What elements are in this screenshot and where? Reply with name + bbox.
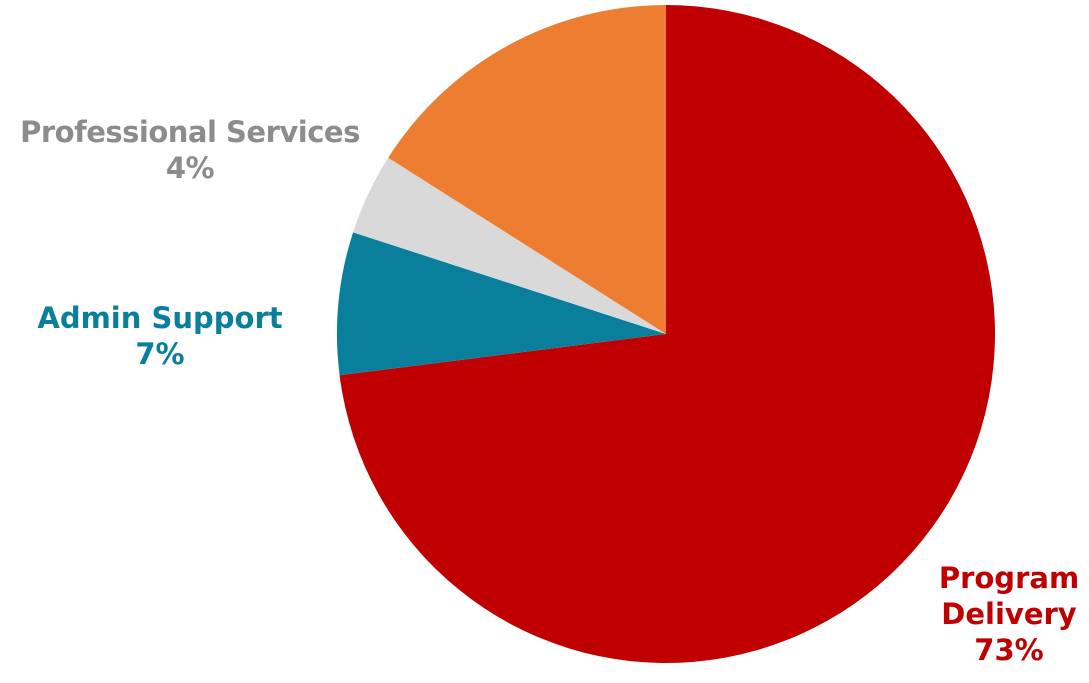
- pie-slice-professional-services: [353, 157, 666, 334]
- admin-support-label: Admin Support 7%: [20, 300, 300, 372]
- pie-slice-program-delivery: [339, 5, 995, 663]
- program-delivery-name-line2: Delivery: [941, 597, 1077, 631]
- program-delivery-percent: 73%: [974, 633, 1044, 667]
- professional-services-label: Professional Services 4%: [0, 114, 380, 186]
- professional-services-name: Professional Services: [20, 115, 360, 149]
- admin-support-percent: 7%: [135, 337, 185, 371]
- pie-slice-admin-support: [336, 232, 666, 376]
- professional-services-percent: 4%: [165, 151, 215, 185]
- pie-slice-unlabeled: [388, 5, 666, 334]
- program-delivery-label: Program Delivery 73%: [925, 560, 1089, 668]
- admin-support-name: Admin Support: [37, 301, 283, 335]
- program-delivery-name-line1: Program: [938, 561, 1080, 595]
